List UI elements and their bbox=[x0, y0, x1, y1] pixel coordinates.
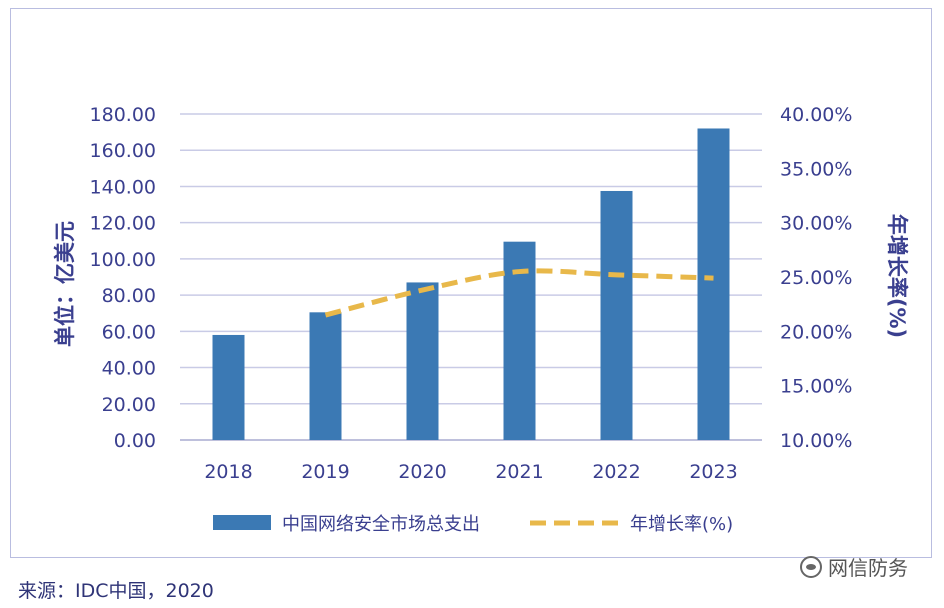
source-note: 来源：IDC中国，2020 bbox=[18, 580, 214, 602]
y-tick-label-right: 35.00% bbox=[780, 158, 852, 180]
bar bbox=[212, 334, 245, 440]
y-tick-label: 120.00 bbox=[90, 213, 156, 235]
y-tick-label: 0.00 bbox=[114, 430, 156, 452]
wechat-icon bbox=[800, 555, 822, 578]
y-tick-label-right: 20.00% bbox=[780, 321, 852, 343]
bars bbox=[212, 128, 730, 440]
y-tick-label: 160.00 bbox=[90, 140, 156, 162]
y-axis-title-right: 年增长率(%) bbox=[885, 214, 909, 338]
y-tick-label-right: 40.00% bbox=[780, 104, 852, 126]
bar bbox=[406, 282, 439, 440]
legend: 中国网络安全市场总支出 年增长率(%) bbox=[213, 514, 733, 535]
chart-frame bbox=[10, 8, 932, 558]
growth-rate-line bbox=[324, 268, 714, 318]
gridlines bbox=[180, 113, 762, 441]
growth-line bbox=[324, 268, 714, 318]
watermark: 网信防务 bbox=[800, 552, 908, 581]
legend-label-line: 年增长率(%) bbox=[630, 514, 733, 535]
y-tick-label: 80.00 bbox=[102, 285, 156, 307]
y-tick-label: 60.00 bbox=[102, 321, 156, 343]
bar bbox=[309, 312, 342, 440]
legend-label-bar: 中国网络安全市场总支出 bbox=[282, 514, 480, 535]
x-tick-label: 2022 bbox=[592, 461, 640, 483]
legend-swatch-bar bbox=[213, 515, 271, 530]
bar bbox=[697, 128, 730, 440]
y-tick-label-right: 25.00% bbox=[780, 267, 852, 289]
x-tick-label: 2019 bbox=[301, 461, 349, 483]
y-tick-label: 100.00 bbox=[90, 249, 156, 271]
y-axis-title-left: 单位：亿美元 bbox=[53, 221, 77, 347]
y-tick-label: 140.00 bbox=[90, 176, 156, 198]
x-tick-label: 2018 bbox=[204, 461, 252, 483]
watermark-text: 网信防务 bbox=[828, 556, 908, 580]
y-tick-label: 180.00 bbox=[90, 104, 156, 126]
x-ticks: 2018 2019 2020 2021 2022 2023 bbox=[204, 461, 737, 483]
y-tick-label: 40.00 bbox=[102, 358, 156, 380]
y-tick-label-right: 15.00% bbox=[780, 376, 852, 398]
y-ticks-right: 10.00% 15.00% 20.00% 25.00% 30.00% 35.00% 40.0… bbox=[780, 104, 852, 452]
x-tick-label: 2020 bbox=[398, 461, 446, 483]
bar bbox=[503, 241, 536, 440]
x-tick-label: 2021 bbox=[495, 461, 543, 483]
y-tick-label-right: 30.00% bbox=[780, 213, 852, 235]
y-tick-label-right: 10.00% bbox=[780, 430, 852, 452]
bar bbox=[600, 190, 633, 440]
y-ticks-left: 0.00 20.00 40.00 60.00 80.00 100.00 120.00 140.… bbox=[90, 104, 156, 452]
x-tick-label: 2023 bbox=[689, 461, 737, 483]
y-tick-label: 20.00 bbox=[102, 394, 156, 416]
